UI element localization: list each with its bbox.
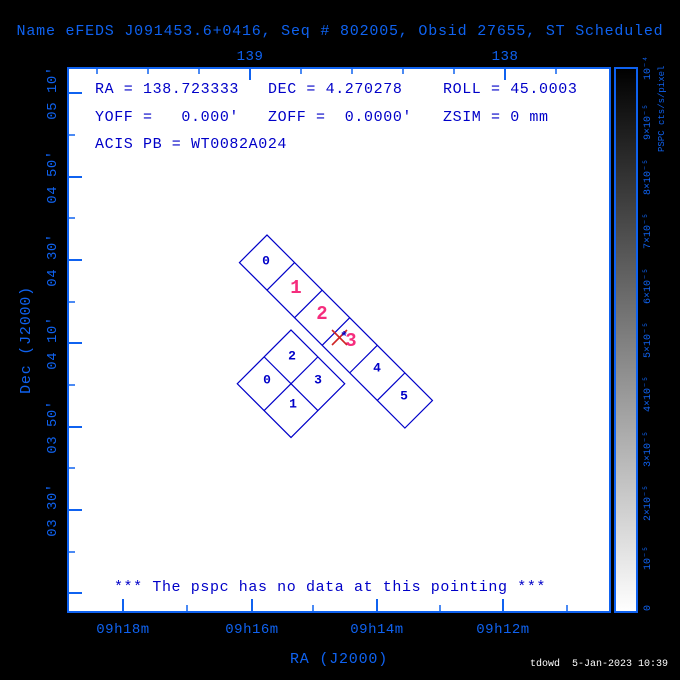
y-tick-label: 03 30' <box>45 483 61 536</box>
colorbar-tick-label: 2×10⁻⁵ <box>643 485 654 521</box>
acis-s-chip-labels: 0 1 2 3 4 5 <box>262 254 408 404</box>
colorbar-tick-label: 10⁻⁵ <box>643 546 654 570</box>
top-tick-label: 138 <box>492 49 519 65</box>
s-chip-label-3: 3 <box>345 330 356 352</box>
s-chip-label-0: 0 <box>262 254 270 269</box>
colorbar-tick-label: 10⁻⁴ <box>642 56 654 80</box>
x-axis-title: RA (J2000) <box>290 651 388 668</box>
colorbar-title: PSPC cts/s/pixel <box>657 66 667 152</box>
i-chip-label-1: 1 <box>289 397 297 412</box>
i-chip-label-3: 3 <box>314 373 322 388</box>
yoff-value: YOFF = 0.000' <box>95 109 239 126</box>
zsim-value: ZSIM = 0 mm <box>443 109 549 126</box>
y-tick-label: 04 30' <box>45 233 61 286</box>
top-tick-label: 139 <box>237 49 264 65</box>
acis-pb-value: ACIS PB = WT0082A024 <box>95 136 287 153</box>
colorbar-tick-label: 5×10⁻⁵ <box>643 322 654 358</box>
s-chip-label-5: 5 <box>400 389 408 404</box>
x-tick-label: 09h14m <box>350 622 403 638</box>
y-tick-label: 03 50' <box>45 400 61 453</box>
plot-area <box>67 67 611 613</box>
colorbar-tick-label: 0 <box>643 605 654 611</box>
i-chip-label-2: 2 <box>288 349 296 364</box>
colorbar <box>614 67 638 613</box>
acis-i-chip-labels: 2 0 3 1 <box>263 349 322 412</box>
x-tick-label: 09h16m <box>225 622 278 638</box>
pspc-no-data-message: *** The pspc has no data at this pointin… <box>114 579 546 596</box>
s-chip-label-4: 4 <box>373 361 381 376</box>
colorbar-tick-label: 4×10⁻⁵ <box>643 376 654 412</box>
s-chip-label-1: 1 <box>290 277 301 299</box>
aimpoint-x-icon <box>331 329 348 346</box>
acis-s-array-outline <box>238 234 434 429</box>
i-chip-label-0: 0 <box>263 373 271 388</box>
colorbar-tick-label: 3×10⁻⁵ <box>643 431 654 467</box>
pointing-info-block: RA = 138.723333 DEC = 4.270278 ROLL = 45… <box>95 81 577 153</box>
s-chip-label-2: 2 <box>316 303 327 325</box>
aimpoint-asterisk-icon: * <box>340 330 348 345</box>
colorbar-tick-labels: 10⁻⁴ 9×10⁻⁵ 8×10⁻⁵ 7×10⁻⁵ 6×10⁻⁵ 5×10⁻⁵ … <box>642 56 654 611</box>
colorbar-tick-label: 9×10⁻⁵ <box>643 104 654 140</box>
acis-i-array-outline <box>236 329 346 439</box>
ra-value: RA = 138.723333 <box>95 81 239 98</box>
roll-value: ROLL = 45.0003 <box>443 81 577 98</box>
y-tick-label: 05 10' <box>45 66 61 119</box>
colorbar-tick-label: 7×10⁻⁵ <box>643 213 654 249</box>
dec-value: DEC = 4.270278 <box>268 81 402 98</box>
y-tick-label: 04 50' <box>45 150 61 203</box>
footer-credit: tdowd 5-Jan-2023 10:39 <box>530 658 668 670</box>
zoff-value: ZOFF = 0.0000' <box>268 109 412 126</box>
colorbar-tick-label: 6×10⁻⁵ <box>643 268 654 304</box>
y-axis-title: Dec (J2000) <box>18 286 35 394</box>
x-tick-label: 09h18m <box>96 622 149 638</box>
colorbar-tick-label: 8×10⁻⁵ <box>643 159 654 195</box>
page-title: Name eFEDS J091453.6+0416, Seq # 802005,… <box>17 23 664 40</box>
y-tick-label: 04 10' <box>45 316 61 369</box>
x-tick-label: 09h12m <box>476 622 529 638</box>
